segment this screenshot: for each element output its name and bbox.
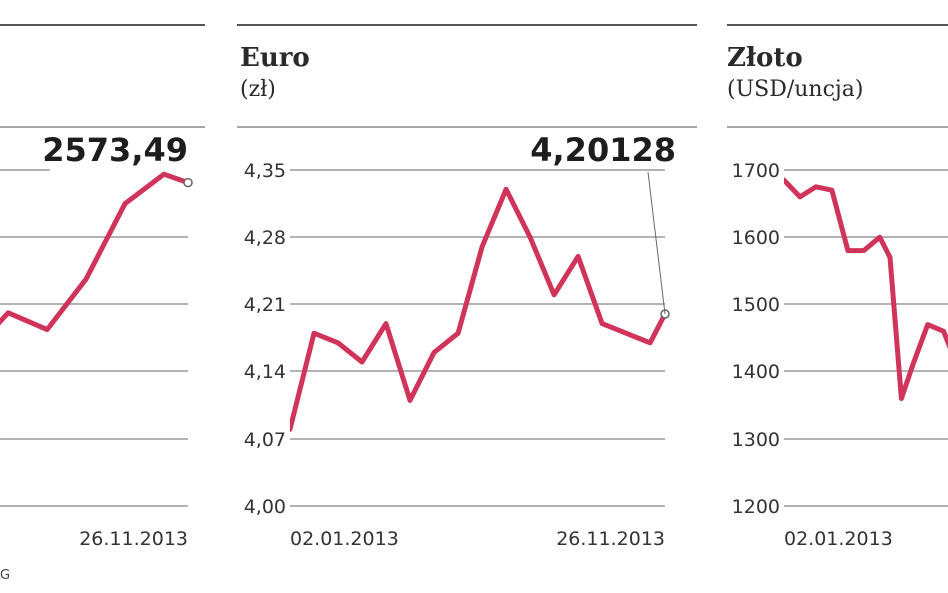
panel-3-ytick: 1700 bbox=[732, 160, 780, 182]
panel-2-ytick: 4,14 bbox=[244, 361, 286, 383]
panel-2: Euro (zł) 4,35 4,28 4,21 4,14 4,07 4,00 4,201… bbox=[237, 24, 697, 550]
panel-2-unit: (zł) bbox=[240, 77, 276, 102]
panel-3-series-line bbox=[784, 177, 948, 401]
panel-3-unit: (USD/uncja) bbox=[727, 77, 863, 102]
panel-3-ytick: 1200 bbox=[732, 496, 780, 518]
panel-1-date-end: 26.11.2013 bbox=[79, 528, 188, 550]
panel-2-ytick: 4,28 bbox=[244, 227, 286, 249]
panel-2-date-end: 26.11.2013 bbox=[556, 528, 665, 550]
panel-2-ytick: 4,00 bbox=[244, 496, 286, 518]
panel-2-title: Euro bbox=[240, 43, 310, 73]
panel-1-series-line bbox=[0, 171, 191, 333]
panel-2-ytick: 4,07 bbox=[244, 429, 286, 451]
panel-3-ytick: 1600 bbox=[732, 227, 780, 249]
panel-2-series-line bbox=[290, 186, 668, 432]
panel-3-ytick: 1400 bbox=[732, 361, 780, 383]
panel-3: Złoto (USD/uncja) 1700 1600 1500 1400 1300 12… bbox=[727, 24, 948, 550]
panel-3-title: Złoto bbox=[727, 43, 803, 73]
panel-2-last-value: 4,20128 bbox=[530, 131, 676, 169]
panel-2-ytick: 4,21 bbox=[244, 294, 286, 316]
panel-3-ytick: 1300 bbox=[732, 429, 780, 451]
panel-1-last-value: 2573,49 bbox=[42, 131, 188, 169]
panel-3-date-start: 02.01.2013 bbox=[784, 528, 893, 550]
panel-2-ytick: 4,35 bbox=[244, 160, 286, 182]
panel-3-ytick: 1500 bbox=[732, 294, 780, 316]
source-fragment: G bbox=[0, 568, 10, 583]
panel-1-end-marker bbox=[183, 177, 193, 188]
panel-2-callout-leader bbox=[647, 171, 666, 315]
panel-1: 2573,49 26.11.2013 G bbox=[0, 24, 205, 583]
panel-2-date-start: 02.01.2013 bbox=[290, 528, 399, 550]
